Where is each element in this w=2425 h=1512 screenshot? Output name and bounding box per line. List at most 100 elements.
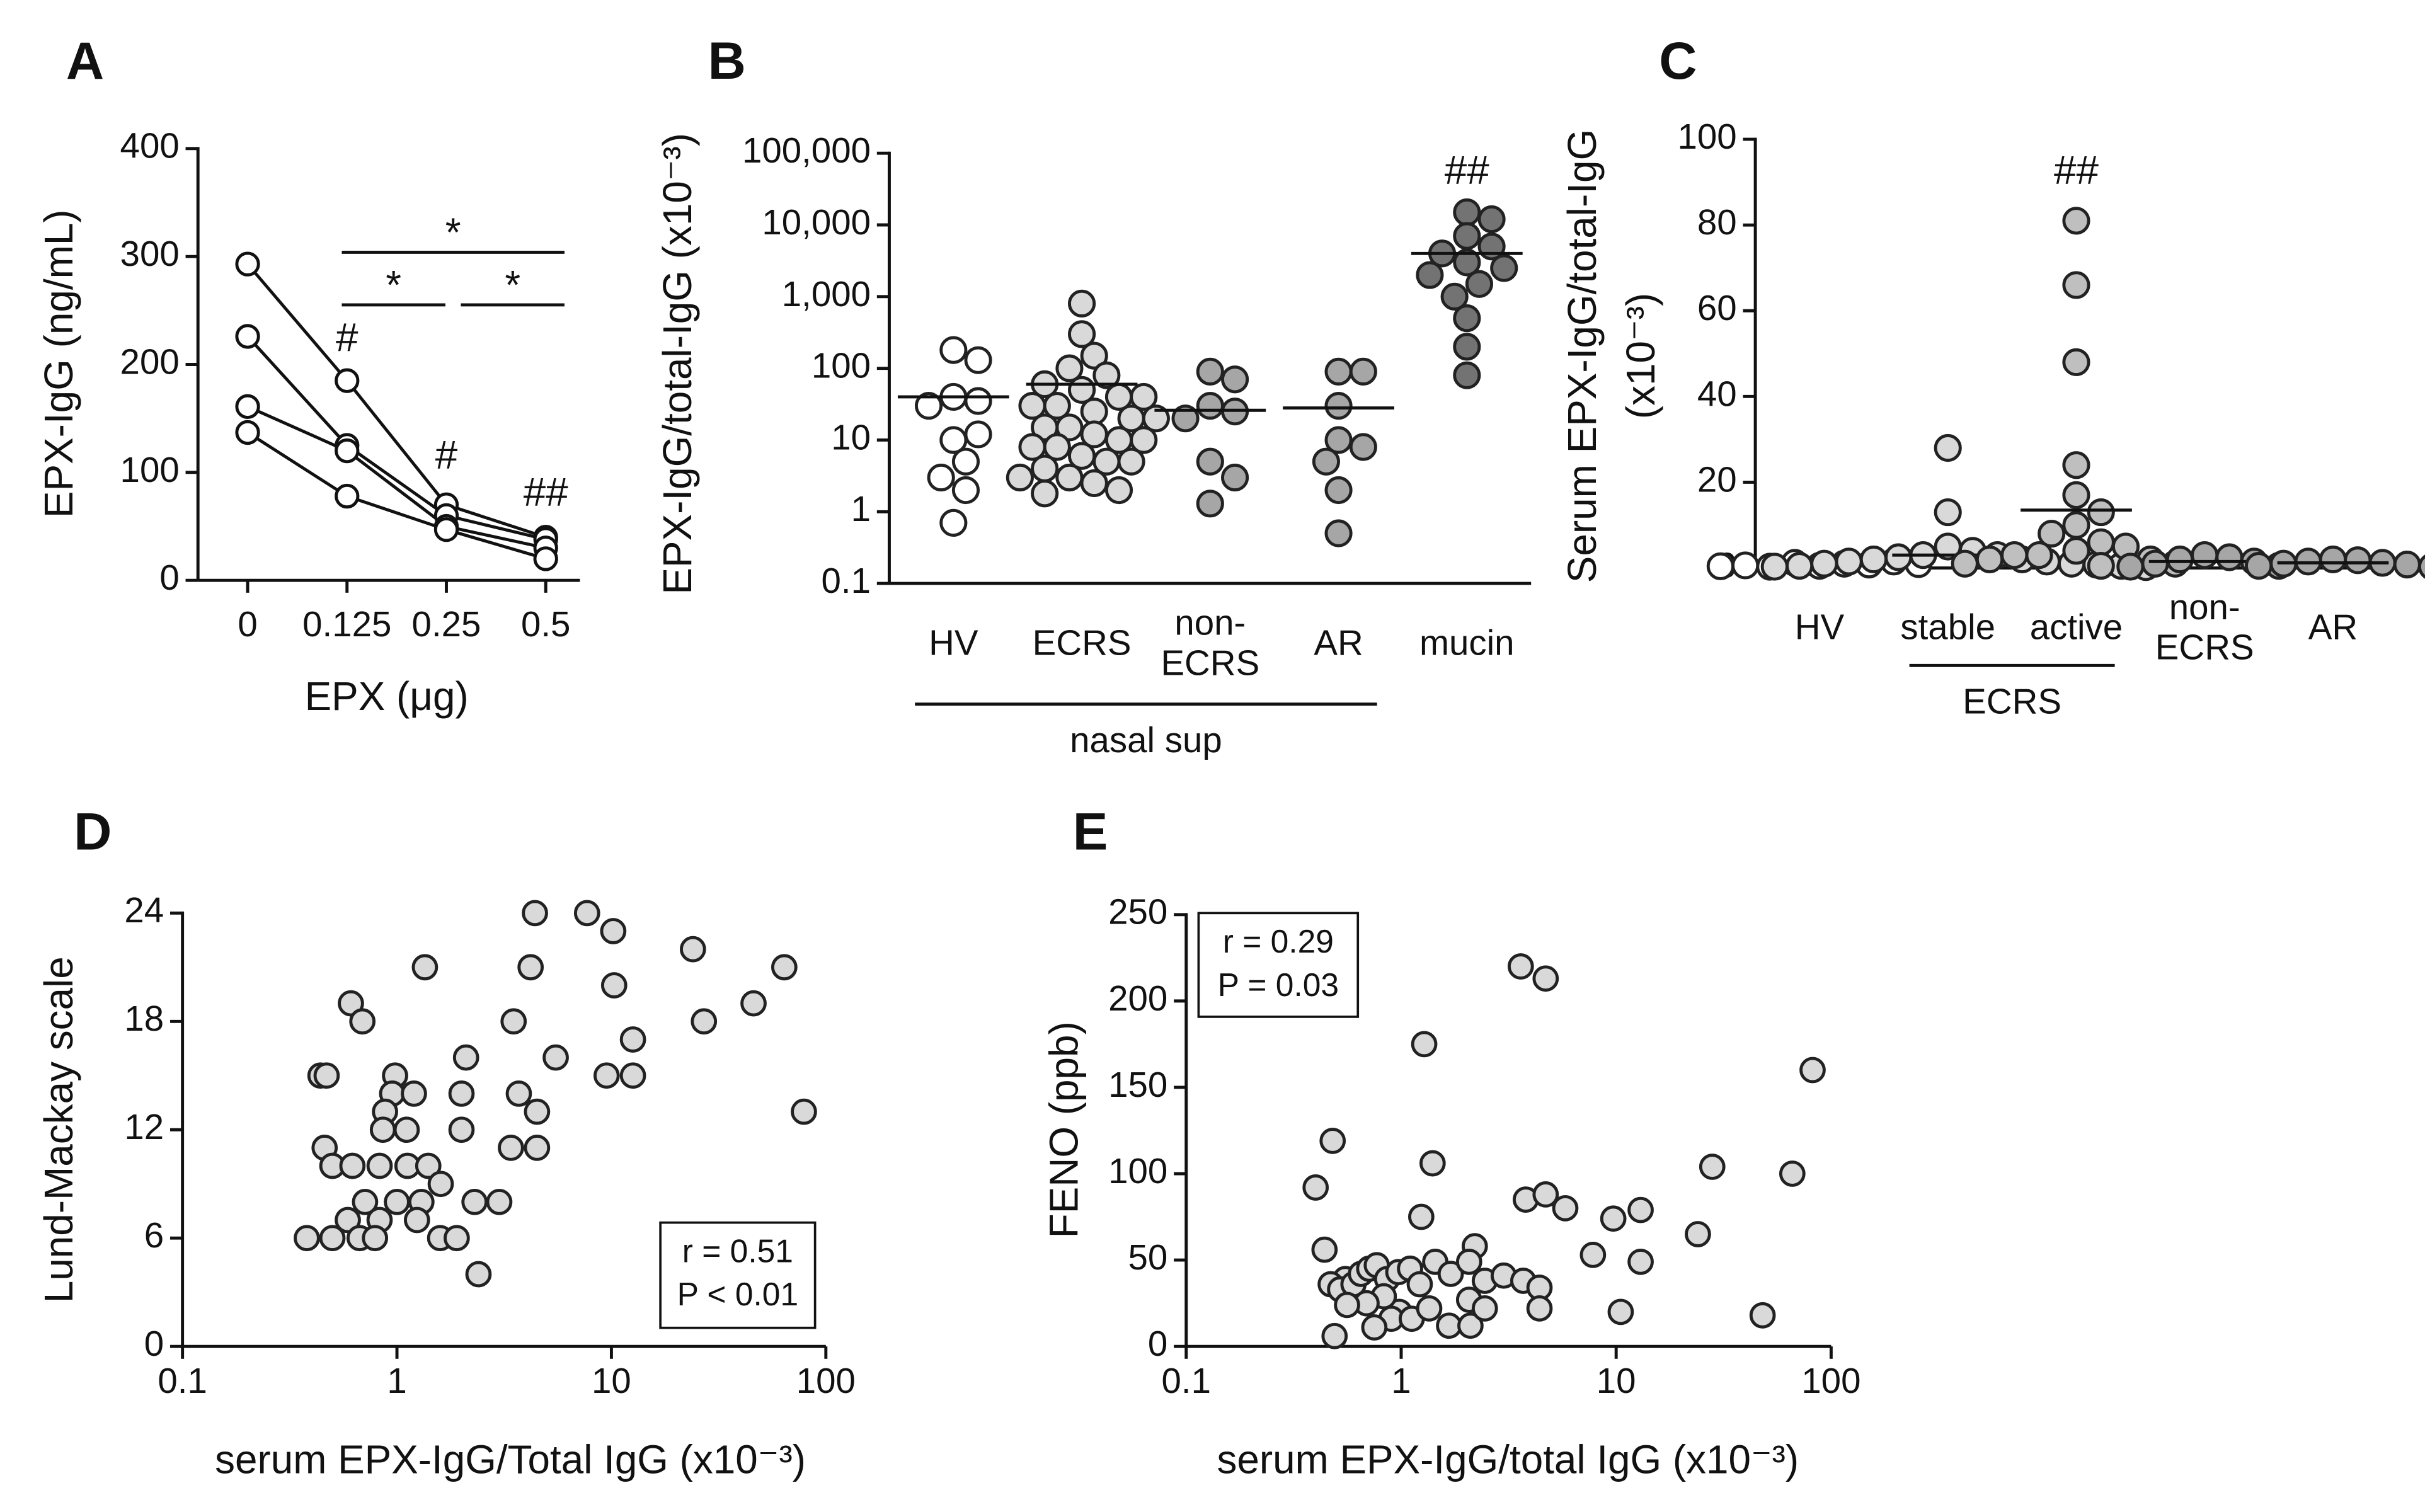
panel-letter: E bbox=[1073, 802, 1108, 861]
y-tick-label: 100 bbox=[1677, 117, 1736, 156]
point bbox=[1453, 361, 1481, 389]
point bbox=[1407, 1203, 1435, 1230]
y-axis-label: Serum EPX-IgG/total-IgG bbox=[1559, 129, 1605, 583]
point bbox=[522, 900, 548, 927]
point bbox=[1080, 341, 1108, 370]
x-tick-label: 10 bbox=[1597, 1361, 1636, 1400]
point bbox=[1607, 1298, 1634, 1326]
point bbox=[452, 1044, 479, 1071]
point bbox=[1302, 1174, 1329, 1201]
point bbox=[461, 1189, 488, 1215]
y-tick-label: 100 bbox=[811, 346, 871, 386]
point bbox=[1312, 447, 1341, 476]
y-axis-label: Lund-Mackay scale bbox=[36, 956, 81, 1303]
point bbox=[444, 1225, 470, 1252]
y-tick-label: 40 bbox=[1697, 374, 1737, 413]
point bbox=[1731, 551, 1760, 580]
point bbox=[2393, 550, 2421, 579]
point bbox=[951, 476, 980, 505]
point bbox=[600, 972, 628, 999]
stats-text: P = 0.03 bbox=[1218, 966, 1339, 1003]
stats-box bbox=[659, 1221, 817, 1329]
point bbox=[2087, 498, 2115, 527]
point bbox=[1324, 519, 1353, 547]
point bbox=[2062, 348, 2090, 377]
x-tick-label: 0.1 bbox=[1162, 1361, 1211, 1400]
point bbox=[1416, 1295, 1443, 1322]
significance-star: * bbox=[386, 262, 401, 307]
annotation: # bbox=[336, 314, 358, 360]
point bbox=[600, 918, 627, 944]
point bbox=[339, 1152, 366, 1179]
point bbox=[366, 1152, 393, 1179]
significance-star: * bbox=[505, 262, 520, 307]
point bbox=[1884, 543, 1913, 571]
point bbox=[573, 900, 600, 927]
x-tick-label: 0.25 bbox=[412, 604, 481, 644]
point bbox=[1859, 545, 1888, 574]
y-tick-label: 200 bbox=[120, 341, 180, 381]
point bbox=[401, 1080, 427, 1107]
y-tick-label: 18 bbox=[124, 999, 164, 1038]
point bbox=[964, 420, 992, 449]
point bbox=[1934, 433, 1962, 462]
point bbox=[1018, 392, 1046, 420]
y-tick-label: 1 bbox=[851, 489, 871, 529]
point bbox=[1171, 404, 1200, 433]
point bbox=[319, 1225, 346, 1252]
point bbox=[1685, 1221, 1711, 1247]
point bbox=[335, 483, 360, 509]
x-axis-label: serum EPX-IgG/total IgG (x10⁻³) bbox=[1217, 1436, 1799, 1482]
point bbox=[1067, 289, 1096, 318]
x-tick-label: 1 bbox=[387, 1361, 406, 1400]
point bbox=[1196, 490, 1224, 518]
x-tick-label: mucin bbox=[1419, 622, 1515, 662]
point bbox=[1453, 222, 1481, 250]
point bbox=[1600, 1205, 1627, 1232]
point bbox=[1130, 382, 1158, 411]
point bbox=[1055, 463, 1084, 492]
point bbox=[294, 1225, 320, 1252]
x-tick-label: HV bbox=[1795, 607, 1845, 647]
y-tick-label: 250 bbox=[1108, 892, 1167, 932]
point bbox=[619, 1026, 646, 1053]
point bbox=[1471, 1295, 1498, 1322]
point bbox=[1453, 248, 1481, 277]
point bbox=[1324, 426, 1353, 454]
point bbox=[1196, 447, 1224, 476]
point bbox=[619, 1062, 646, 1089]
point bbox=[335, 1206, 361, 1234]
point bbox=[1324, 476, 1353, 505]
point bbox=[1196, 392, 1224, 420]
y-tick-label: 12 bbox=[124, 1107, 164, 1147]
y-axis-label: EPX-IgG/total-IgG (x10⁻³) bbox=[655, 133, 700, 595]
point bbox=[1311, 1236, 1338, 1263]
point bbox=[1092, 361, 1121, 389]
y-tick-label: 0.1 bbox=[822, 561, 871, 600]
annotation: ## bbox=[524, 469, 568, 515]
point bbox=[2025, 541, 2053, 570]
point bbox=[2062, 271, 2090, 299]
group-label: nasal sup bbox=[1070, 720, 1222, 760]
x-tick-label: 0.1 bbox=[158, 1361, 207, 1400]
point bbox=[1507, 953, 1534, 980]
significance-star: * bbox=[445, 209, 461, 255]
point bbox=[740, 990, 767, 1017]
stats-box bbox=[1197, 912, 1360, 1018]
point bbox=[524, 1098, 551, 1125]
point bbox=[964, 346, 992, 374]
point bbox=[2062, 207, 2090, 235]
point bbox=[1419, 1150, 1446, 1177]
point bbox=[235, 420, 260, 445]
point bbox=[1142, 404, 1170, 433]
point bbox=[1324, 392, 1353, 420]
point bbox=[914, 392, 943, 420]
point bbox=[465, 1261, 492, 1288]
point bbox=[415, 1152, 442, 1179]
point bbox=[1080, 469, 1108, 498]
y-tick-label: 6 bbox=[144, 1215, 164, 1255]
point bbox=[1453, 304, 1481, 333]
x-tick-label: 100 bbox=[796, 1361, 856, 1400]
point bbox=[542, 1044, 569, 1071]
x-tick-label: stable bbox=[1900, 607, 1995, 647]
